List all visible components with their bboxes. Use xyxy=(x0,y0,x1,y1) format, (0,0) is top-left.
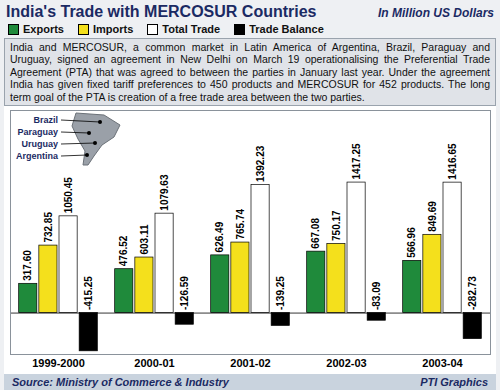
svg-text:603.11: 603.11 xyxy=(139,224,150,254)
svg-text:2001-02: 2001-02 xyxy=(230,357,270,369)
svg-text:1416.65: 1416.65 xyxy=(447,143,458,180)
svg-text:-139.25: -139.25 xyxy=(275,276,286,310)
svg-text:317.60: 317.60 xyxy=(22,250,33,281)
html-text:Trade Balance: Trade Balance xyxy=(249,23,324,35)
html-text:Paraguay: Paraguay xyxy=(17,127,58,137)
html-text:In Million US Dollars: In Million US Dollars xyxy=(378,6,494,20)
svg-text:667.08: 667.08 xyxy=(310,218,321,249)
html-text:India's Trade with MERCOSUR Co: India's Trade with MERCOSUR Countries xyxy=(6,3,317,20)
svg-text:750.17: 750.17 xyxy=(331,210,342,241)
svg-text:2000-01: 2000-01 xyxy=(134,357,174,369)
html-text:Source: Ministry of Commerce &: Source: Ministry of Commerce & Industry xyxy=(12,376,229,388)
svg-text:-83.09: -83.09 xyxy=(371,281,382,310)
svg-text:566.96: 566.96 xyxy=(406,227,417,258)
svg-text:-126.59: -126.59 xyxy=(179,276,190,310)
svg-text:1079.63: 1079.63 xyxy=(159,174,170,211)
svg-text:2003-04: 2003-04 xyxy=(422,357,463,369)
svg-text:1392.23: 1392.23 xyxy=(255,145,266,182)
svg-text:626.49: 626.49 xyxy=(214,221,225,252)
html-text:Brazil: Brazil xyxy=(33,115,58,125)
html-text:India and MERCOSUR, a common m: India and MERCOSUR, a common market in L… xyxy=(10,41,490,103)
svg-text:1050.45: 1050.45 xyxy=(63,177,74,214)
svg-text:732.85: 732.85 xyxy=(43,212,54,243)
svg-text:849.69: 849.69 xyxy=(427,201,438,232)
svg-text:2002-03: 2002-03 xyxy=(326,357,366,369)
html-text:Uruguay: Uruguay xyxy=(21,139,58,149)
html-text:Exports: Exports xyxy=(23,23,64,35)
svg-text:476.52: 476.52 xyxy=(118,235,129,266)
svg-text:-282.73: -282.73 xyxy=(467,276,478,310)
html-text:PTI Graphics: PTI Graphics xyxy=(420,376,488,388)
svg-text:765.74: 765.74 xyxy=(235,209,246,240)
html-text:Argentina: Argentina xyxy=(16,151,58,161)
svg-text:1999-2000: 1999-2000 xyxy=(32,357,85,369)
svg-text:1417.25: 1417.25 xyxy=(351,143,362,180)
html-text:Total Trade: Total Trade xyxy=(162,23,221,35)
svg-text:-415.25: -415.25 xyxy=(83,276,94,310)
html-text:Imports: Imports xyxy=(93,23,134,35)
